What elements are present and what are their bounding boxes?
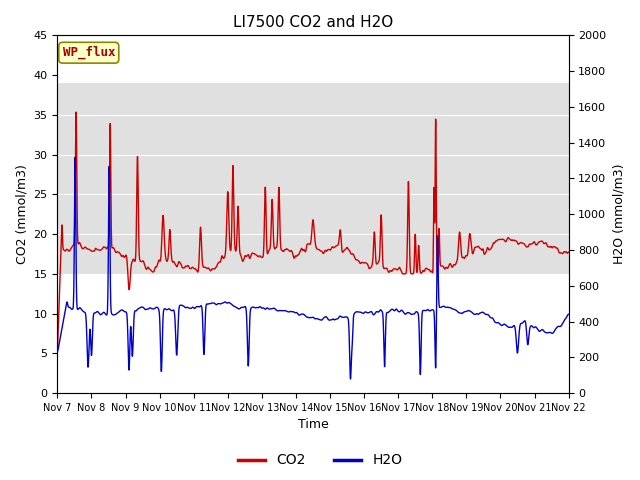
Y-axis label: CO2 (mmol/m3): CO2 (mmol/m3) xyxy=(15,164,28,264)
Title: LI7500 CO2 and H2O: LI7500 CO2 and H2O xyxy=(233,15,393,30)
X-axis label: Time: Time xyxy=(298,419,328,432)
Text: WP_flux: WP_flux xyxy=(63,46,115,60)
Legend: CO2, H2O: CO2, H2O xyxy=(232,448,408,473)
Bar xyxy=(58,83,568,274)
Y-axis label: H2O (mmol/m3): H2O (mmol/m3) xyxy=(612,164,625,264)
